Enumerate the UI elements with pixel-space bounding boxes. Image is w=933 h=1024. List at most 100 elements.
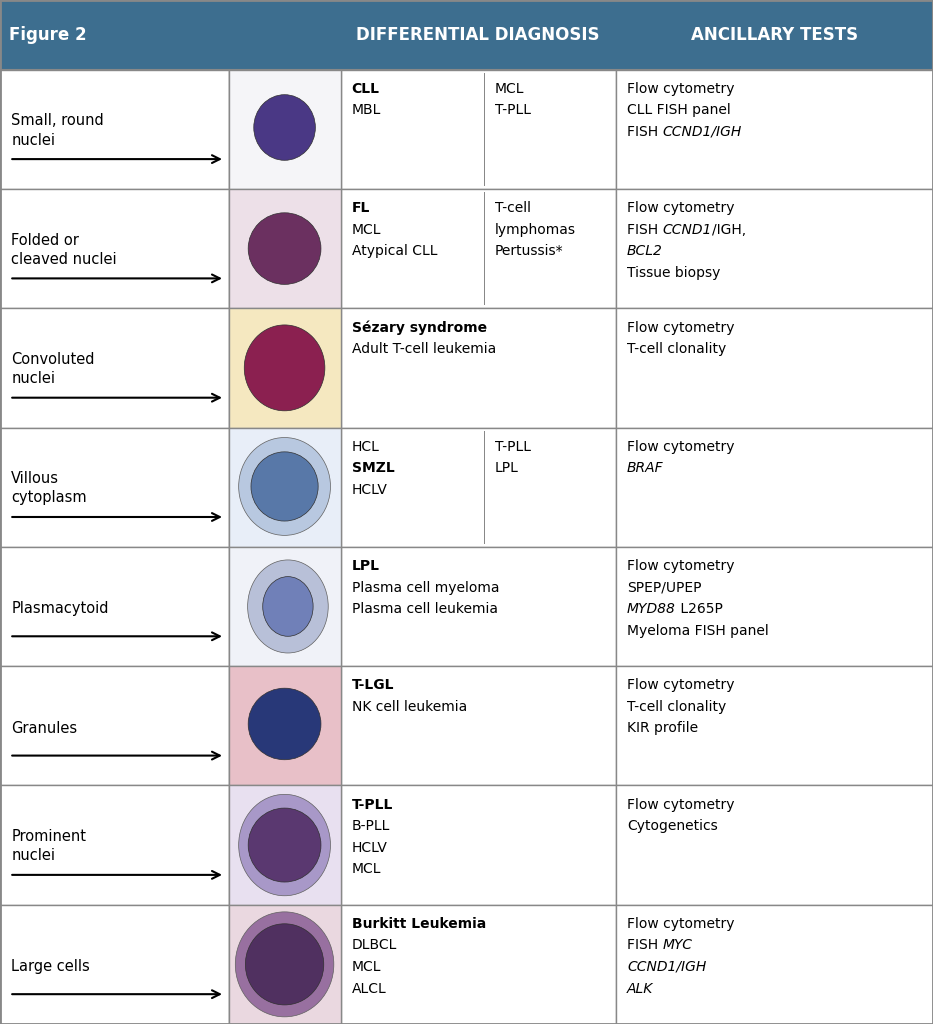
Text: Granules: Granules xyxy=(11,721,77,735)
Text: DLBCL: DLBCL xyxy=(352,938,397,952)
Bar xyxy=(229,189,341,308)
Bar xyxy=(341,189,616,308)
Bar xyxy=(616,189,933,308)
Text: FISH: FISH xyxy=(627,125,662,139)
Text: Tissue biopsy: Tissue biopsy xyxy=(627,266,720,280)
Text: lymphomas: lymphomas xyxy=(494,223,576,237)
Ellipse shape xyxy=(244,325,325,411)
Text: ANCILLARY TESTS: ANCILLARY TESTS xyxy=(690,26,858,44)
Ellipse shape xyxy=(248,808,321,882)
Bar xyxy=(616,428,933,547)
Text: Flow cytometry: Flow cytometry xyxy=(627,918,734,931)
Text: CLL: CLL xyxy=(352,82,380,96)
Bar xyxy=(616,785,933,905)
Bar xyxy=(229,905,341,1024)
Text: BCL2: BCL2 xyxy=(627,245,662,258)
Ellipse shape xyxy=(245,924,324,1005)
Text: MCL: MCL xyxy=(352,862,382,877)
Bar xyxy=(229,905,341,1024)
Text: MYC: MYC xyxy=(662,938,692,952)
Bar xyxy=(616,667,933,785)
Text: MYD88: MYD88 xyxy=(627,602,675,616)
Text: T-cell: T-cell xyxy=(494,202,531,215)
Text: HCLV: HCLV xyxy=(352,483,387,497)
Text: Convoluted
nuclei: Convoluted nuclei xyxy=(11,352,94,386)
Text: CLL FISH panel: CLL FISH panel xyxy=(627,103,731,118)
Ellipse shape xyxy=(263,577,313,636)
Text: /IGH,: /IGH, xyxy=(712,223,746,237)
Text: KIR profile: KIR profile xyxy=(627,722,698,735)
Text: T-LGL: T-LGL xyxy=(352,679,395,692)
Text: MCL: MCL xyxy=(352,223,382,237)
Text: L265P: L265P xyxy=(675,602,723,616)
Text: Large cells: Large cells xyxy=(11,959,90,974)
Text: FISH: FISH xyxy=(627,938,662,952)
Ellipse shape xyxy=(248,213,321,285)
Text: HCLV: HCLV xyxy=(352,841,387,855)
Text: CCND1/IGH: CCND1/IGH xyxy=(627,961,706,974)
Bar xyxy=(229,70,341,189)
Bar xyxy=(341,308,616,428)
Text: LPL: LPL xyxy=(352,559,380,573)
Bar xyxy=(229,785,341,905)
Bar xyxy=(0,428,229,547)
Bar xyxy=(229,189,341,308)
Text: SMZL: SMZL xyxy=(352,461,395,475)
Bar xyxy=(0,70,229,189)
Text: B-PLL: B-PLL xyxy=(352,819,390,834)
Text: Flow cytometry: Flow cytometry xyxy=(627,679,734,692)
Bar xyxy=(341,547,616,667)
Bar xyxy=(0,0,933,70)
Text: SPEP/UPEP: SPEP/UPEP xyxy=(627,581,702,595)
Text: Flow cytometry: Flow cytometry xyxy=(627,321,734,335)
Text: T-cell clonality: T-cell clonality xyxy=(627,700,726,714)
Text: DIFFERENTIAL DIAGNOSIS: DIFFERENTIAL DIAGNOSIS xyxy=(356,26,600,44)
Text: T-PLL: T-PLL xyxy=(352,798,393,812)
Bar xyxy=(229,547,341,667)
Text: Figure 2: Figure 2 xyxy=(9,26,87,44)
Bar xyxy=(616,905,933,1024)
Text: HCL: HCL xyxy=(352,440,380,454)
Ellipse shape xyxy=(239,795,330,896)
Text: LPL: LPL xyxy=(494,461,519,475)
Bar xyxy=(0,905,229,1024)
Ellipse shape xyxy=(251,452,318,521)
Text: T-PLL: T-PLL xyxy=(494,440,531,454)
Ellipse shape xyxy=(239,437,330,536)
Ellipse shape xyxy=(235,911,334,1017)
Text: T-cell clonality: T-cell clonality xyxy=(627,342,726,356)
Text: Flow cytometry: Flow cytometry xyxy=(627,440,734,454)
Text: MCL: MCL xyxy=(494,82,524,96)
Bar xyxy=(229,785,341,905)
Bar xyxy=(0,667,229,785)
Bar xyxy=(229,547,341,667)
Bar xyxy=(616,70,933,189)
Bar xyxy=(0,308,229,428)
Text: Folded or
cleaved nuclei: Folded or cleaved nuclei xyxy=(11,232,117,267)
Bar xyxy=(0,785,229,905)
Text: BRAF: BRAF xyxy=(627,461,663,475)
Bar xyxy=(229,428,341,547)
Ellipse shape xyxy=(254,94,315,161)
Bar xyxy=(229,667,341,785)
Bar xyxy=(341,785,616,905)
Bar xyxy=(0,547,229,667)
Text: CCND1/IGH: CCND1/IGH xyxy=(662,125,742,139)
Bar xyxy=(341,428,616,547)
Text: Flow cytometry: Flow cytometry xyxy=(627,798,734,812)
Bar xyxy=(483,73,485,186)
Text: NK cell leukemia: NK cell leukemia xyxy=(352,700,467,714)
Ellipse shape xyxy=(247,560,328,653)
Text: Plasma cell myeloma: Plasma cell myeloma xyxy=(352,581,499,595)
Bar xyxy=(229,308,341,428)
Text: Plasma cell leukemia: Plasma cell leukemia xyxy=(352,602,497,616)
Bar xyxy=(341,70,616,189)
Text: Myeloma FISH panel: Myeloma FISH panel xyxy=(627,624,769,638)
Bar xyxy=(341,667,616,785)
Bar xyxy=(229,70,341,189)
Text: ALK: ALK xyxy=(627,981,653,995)
Bar xyxy=(229,428,341,547)
Text: Villous
cytoplasm: Villous cytoplasm xyxy=(11,471,87,506)
Text: ALCL: ALCL xyxy=(352,981,386,995)
Bar xyxy=(483,193,485,305)
